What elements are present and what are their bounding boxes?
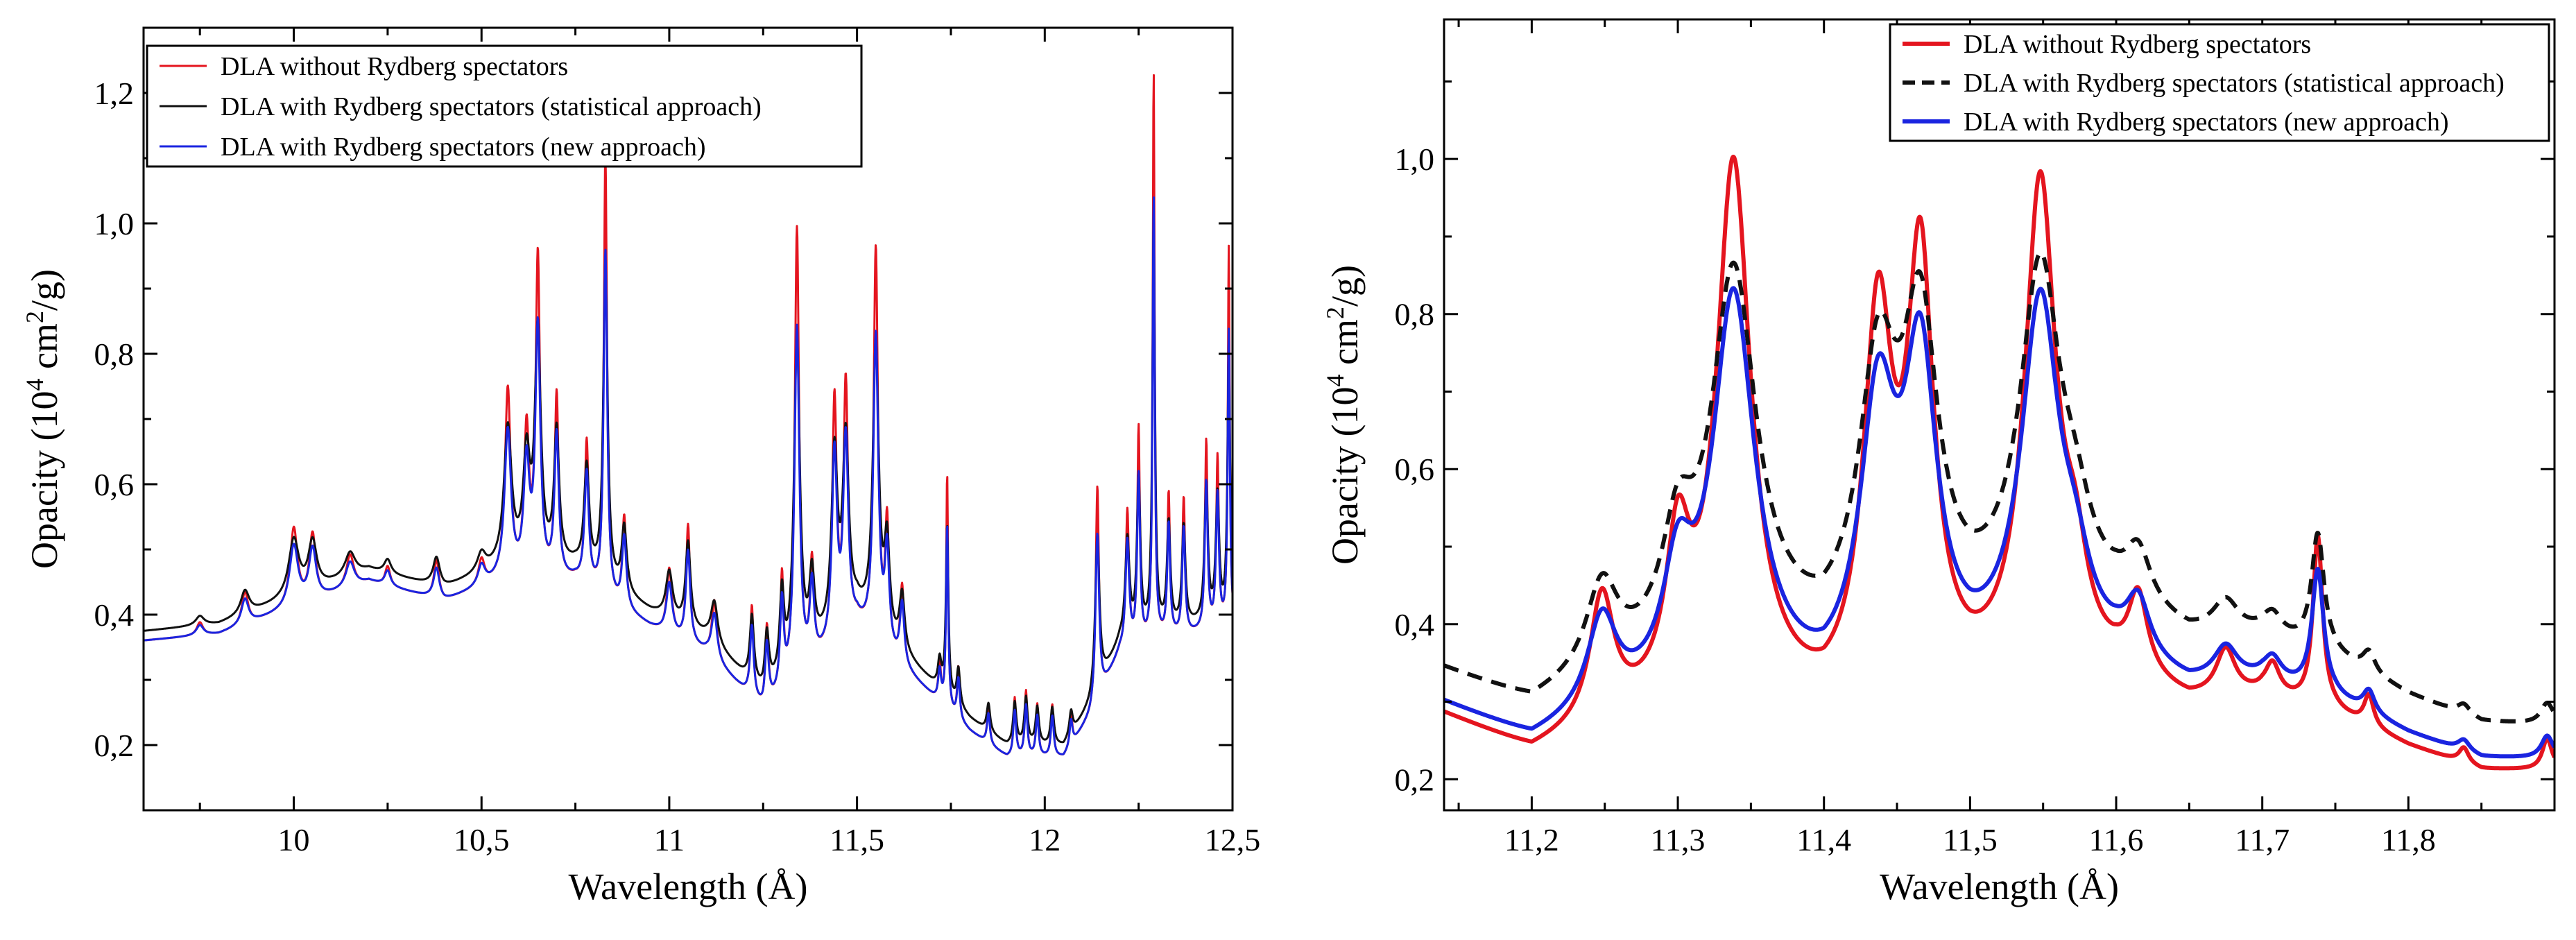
series-group [1444,155,2554,771]
legend: DLA without Rydberg spectators DLA with R… [1889,23,2550,142]
x-tick-label: 11,5 [1943,822,1998,857]
legend-box [1889,23,2550,142]
series-line-1 [1444,155,2554,771]
legend-label-1: DLA without Rydberg spectators [221,52,568,81]
y-axis-title-part: cm [1324,319,1366,374]
plot-frame [1443,18,2556,812]
y-tick-label: 0,4 [1395,607,1435,642]
y-axis-title-superscript: 2 [21,311,49,323]
x-tick-label: 11 [654,822,685,857]
x-tick-label: 12,5 [1205,822,1261,857]
x-tick-label: 11,4 [1796,822,1851,857]
x-tick-label: 11,6 [2089,822,2144,857]
y-axis-title-superscript: 2 [1321,307,1349,319]
chart-right: 11,2 11,3 11,4 11,5 11,6 11,7 11,8 0,2 0,4 0,6 0,8… [1321,18,2556,907]
legend-label-2: DLA with Rydberg spectators (statistical… [1964,69,2505,98]
y-axis-title-part: Opacity (10 [24,391,65,569]
series-line-2 [144,217,1233,744]
x-tick-label: 11,8 [2381,822,2436,857]
y-axis-title-superscript: 4 [1321,375,1349,387]
y-tick-label: 1,0 [1395,142,1435,177]
x-tick-label: 11,3 [1651,822,1706,857]
legend-label-2: DLA with Rydberg spectators (statistical… [221,92,762,121]
x-tick-label: 11,2 [1504,822,1559,857]
y-axis-title-part: Opacity (10 [1324,387,1366,565]
series-line-1 [144,74,1233,755]
y-axis-title: Opacity (104 cm2/g) [21,269,65,569]
series-line-3 [1444,286,2554,759]
y-axis-title: Opacity (104 cm2/g) [1321,265,1366,565]
y-tick-label: 0,4 [94,597,135,633]
y-tick-label: 0,2 [1395,762,1435,797]
y-axis-title-part: cm [24,323,65,378]
y-axis-title-superscript: 4 [21,379,49,391]
y-tick-label: 0,2 [94,728,135,763]
x-tick-label: 12 [1029,822,1061,857]
y-tick-label: 0,8 [1395,297,1435,332]
x-tick-label: 11,7 [2235,822,2290,857]
y-tick-label: 1,0 [94,206,135,241]
x-axis-title: Wavelength (Å) [568,866,807,907]
series-line-2 [1444,250,2554,724]
y-tick-label: 0,6 [1395,452,1435,487]
y-axis-title-part: /g) [24,269,65,311]
legend-label-3: DLA with Rydberg spectators (new approac… [221,133,706,162]
legend-label-1: DLA without Rydberg spectators [1964,30,2311,59]
series-group [144,74,1233,755]
chart-left: 10 10,5 11 11,5 12 12,5 0,2 0,4 0,6 0,8 1,0 1,2 Wave… [21,26,1261,907]
y-tick-label: 0,6 [94,467,135,502]
y-tick-label: 1,2 [94,76,135,111]
x-tick-label: 10 [278,822,310,857]
x-axis-title: Wavelength (Å) [1880,866,2119,907]
y-tick-label: 0,8 [94,336,135,372]
x-tick-label: 11,5 [830,822,884,857]
legend-label-3: DLA with Rydberg spectators (new approac… [1964,108,2449,137]
legend-box [146,44,863,168]
x-tick-label: 10,5 [454,822,510,857]
y-axis-title-part: /g) [1324,265,1366,307]
series-line-3 [144,196,1233,755]
legend: DLA without Rydberg spectators DLA with R… [146,44,863,168]
